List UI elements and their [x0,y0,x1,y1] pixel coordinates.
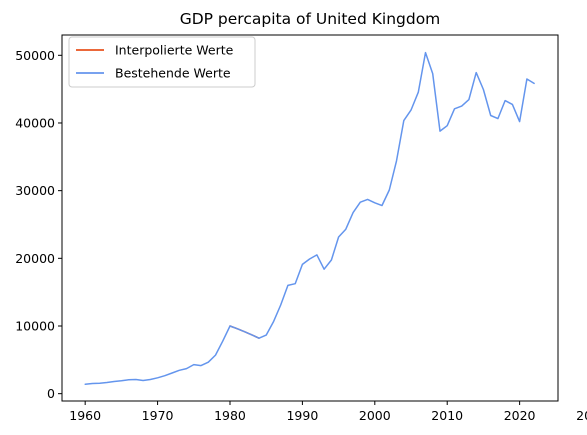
x-tick-label: 1970 [142,408,174,423]
x-tick-label: 1980 [214,408,246,423]
y-tick-label: 40000 [15,115,55,130]
legend-label: Bestehende Werte [115,66,231,81]
legend-label: Interpolierte Werte [115,43,234,58]
legend-box [68,36,256,88]
plot-frame [61,34,559,402]
y-tick-label: 30000 [15,183,55,198]
x-tick-label: 2020 [504,408,536,423]
y-tick-label: 50000 [15,48,55,63]
chart-title: GDP percapita of United Kingdom [180,10,441,28]
x-tick-label: 2010 [431,408,463,423]
series-line-1 [84,51,535,385]
x-tick-label: 1990 [286,408,318,423]
x-tick-label: 2000 [359,408,391,423]
legend: Interpolierte Werte Bestehende Werte [68,36,256,88]
x-tick-label: 2030 [576,408,587,423]
x-axis: 1960 1970 1980 1990 2000 2010 2020 2030 [69,401,587,423]
y-axis: 0 10000 20000 30000 40000 50000 [15,48,62,401]
y-tick-label: 0 [47,386,55,401]
y-tick-label: 10000 [15,318,55,333]
x-tick-label: 1960 [69,408,101,423]
plot-area [84,51,535,385]
y-tick-label: 20000 [15,251,55,266]
